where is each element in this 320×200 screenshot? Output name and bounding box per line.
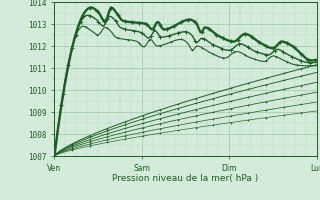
X-axis label: Pression niveau de la mer( hPa ): Pression niveau de la mer( hPa )	[112, 174, 259, 183]
